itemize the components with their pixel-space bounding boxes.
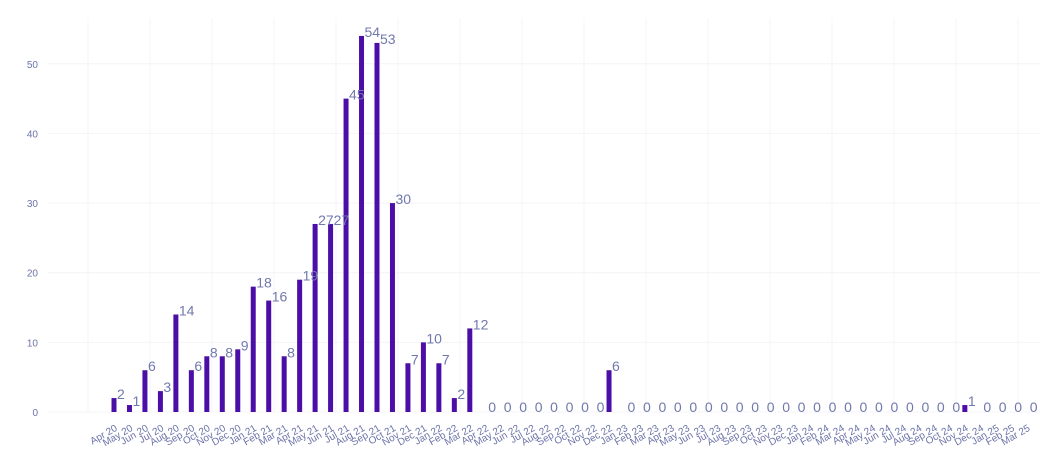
data-label: 0 (844, 399, 852, 415)
data-label: 45 (349, 87, 365, 103)
bar (142, 370, 148, 412)
bar (343, 98, 349, 412)
data-label: 0 (535, 399, 543, 415)
data-label: 0 (674, 399, 682, 415)
bar (374, 42, 380, 413)
data-label: 0 (782, 399, 790, 415)
data-label: 27 (334, 212, 350, 228)
data-label: 0 (952, 399, 960, 415)
y-axis-ticks: 0 10 20 30 40 50 (27, 60, 39, 419)
data-label: 0 (1030, 399, 1038, 415)
data-label: 0 (689, 399, 697, 415)
data-label: 7 (442, 351, 450, 367)
data-label: 0 (891, 399, 899, 415)
data-label: 6 (148, 358, 156, 374)
data-label: 0 (628, 399, 636, 415)
data-label: 9 (241, 337, 249, 353)
y-tick-label: 40 (27, 129, 39, 140)
data-label: 30 (395, 191, 411, 207)
bar (157, 391, 163, 412)
bar (467, 328, 473, 412)
bar (436, 363, 442, 412)
bar (451, 398, 457, 412)
bar (606, 370, 612, 412)
data-label: 0 (566, 399, 574, 415)
y-tick-label: 10 (27, 338, 39, 349)
bar (312, 223, 318, 412)
data-label: 1 (968, 393, 976, 409)
data-label: 8 (225, 344, 233, 360)
bar (962, 405, 968, 412)
bar (126, 405, 132, 412)
bar (173, 314, 179, 412)
bar (420, 342, 426, 412)
data-label: 12 (473, 316, 489, 332)
bar (328, 223, 334, 412)
data-label: 3 (163, 379, 171, 395)
data-label: 0 (983, 399, 991, 415)
data-label: 14 (179, 303, 195, 319)
data-label: 8 (210, 344, 218, 360)
data-label: 53 (380, 31, 396, 47)
bar (250, 286, 256, 412)
data-label: 0 (705, 399, 713, 415)
data-label: 0 (1014, 399, 1022, 415)
data-label: 16 (272, 289, 288, 305)
data-label: 0 (860, 399, 868, 415)
data-label: 0 (999, 399, 1007, 415)
bar (405, 363, 411, 412)
data-label: 0 (519, 399, 527, 415)
data-label: 0 (829, 399, 837, 415)
data-label: 0 (906, 399, 914, 415)
bar (111, 398, 117, 412)
bar (297, 279, 303, 412)
data-label: 2 (117, 386, 125, 402)
data-label: 0 (736, 399, 744, 415)
data-label: 0 (921, 399, 929, 415)
bars (111, 35, 968, 413)
gridlines (48, 18, 1040, 413)
data-label: 0 (488, 399, 496, 415)
data-label: 10 (426, 330, 442, 346)
data-label: 0 (798, 399, 806, 415)
data-label: 0 (767, 399, 775, 415)
data-label: 18 (256, 275, 272, 291)
data-label: 0 (550, 399, 558, 415)
data-label: 6 (194, 358, 202, 374)
data-label: 8 (287, 344, 295, 360)
data-label: 0 (937, 399, 945, 415)
data-label: 1 (132, 393, 140, 409)
data-label: 2 (457, 386, 465, 402)
data-label: 19 (303, 268, 319, 284)
bar (219, 356, 225, 412)
y-tick-label: 30 (27, 199, 39, 210)
data-label: 0 (581, 399, 589, 415)
data-label: 0 (751, 399, 759, 415)
data-label: 0 (720, 399, 728, 415)
data-label: 0 (597, 399, 605, 415)
bar (188, 370, 194, 412)
data-label: 54 (365, 24, 381, 40)
data-label: 6 (612, 358, 620, 374)
bar (359, 35, 365, 413)
data-label: 0 (658, 399, 666, 415)
y-tick-label: 50 (27, 60, 39, 71)
data-label: 0 (875, 399, 883, 415)
data-label: 0 (643, 399, 651, 415)
y-tick-label: 0 (32, 408, 38, 419)
bar (266, 300, 272, 412)
bar (389, 203, 395, 412)
data-label: 7 (411, 351, 419, 367)
bar (235, 349, 241, 412)
bar (204, 356, 210, 412)
bar (281, 356, 287, 412)
data-label: 0 (504, 399, 512, 415)
data-label: 0 (813, 399, 821, 415)
y-tick-label: 20 (27, 269, 39, 280)
data-label: 27 (318, 212, 334, 228)
